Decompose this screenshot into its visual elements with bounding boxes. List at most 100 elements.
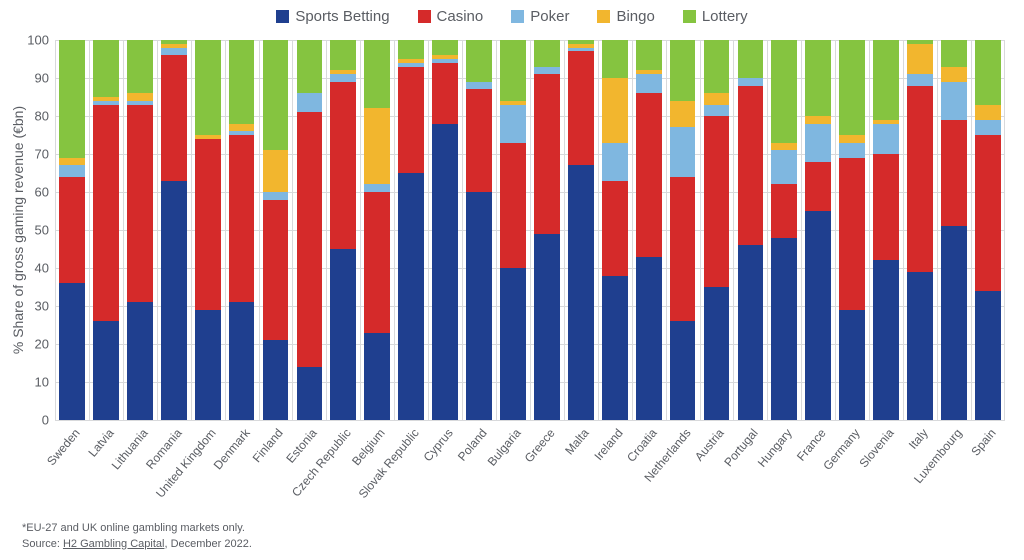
bar-segment-casino <box>704 116 730 287</box>
bar-segment-bingo <box>263 150 289 192</box>
bar-segment-sports <box>534 234 560 420</box>
y-tick-label: 50 <box>17 223 49 238</box>
bar-segment-sports <box>432 124 458 420</box>
bar-segment-sports <box>263 340 289 420</box>
bar-stack <box>500 40 526 420</box>
x-axis-labels: SwedenLatviaLithuaniaRomaniaUnited Kingd… <box>55 422 1005 532</box>
x-tick-label: Lithuania <box>123 422 157 532</box>
bar-segment-sports <box>602 276 628 420</box>
bar-column <box>360 40 394 420</box>
bar-segment-casino <box>839 158 865 310</box>
legend-swatch <box>597 10 610 23</box>
bar-segment-casino <box>738 86 764 246</box>
x-tick-label: Portugal <box>733 422 767 532</box>
bar-segment-poker <box>941 82 967 120</box>
bar-segment-sports <box>398 173 424 420</box>
bar-segment-poker <box>263 192 289 200</box>
x-tick-label: Netherlands <box>666 422 700 532</box>
bar-stack <box>873 40 899 420</box>
y-tick-label: 60 <box>17 185 49 200</box>
bar-segment-sports <box>330 249 356 420</box>
bar-segment-poker <box>466 82 492 90</box>
bar-segment-sports <box>195 310 221 420</box>
bar-column <box>700 40 734 420</box>
bar-segment-lottery <box>297 40 323 93</box>
bar-column <box>530 40 564 420</box>
y-tick-label: 40 <box>17 261 49 276</box>
bar-segment-sports <box>127 302 153 420</box>
y-tick-label: 70 <box>17 147 49 162</box>
x-tick-label: Sweden <box>55 422 89 532</box>
x-tick-label: Bulgaria <box>496 422 530 532</box>
bar-stack <box>161 40 187 420</box>
x-tick-label: Greece <box>530 422 564 532</box>
footer-source: Source: H2 Gambling Capital, December 20… <box>22 537 252 552</box>
bar-segment-lottery <box>839 40 865 135</box>
bar-segment-bingo <box>602 78 628 143</box>
bar-segment-casino <box>670 177 696 321</box>
bar-column <box>55 40 89 420</box>
bar-segment-casino <box>568 51 594 165</box>
bar-segment-lottery <box>364 40 390 108</box>
bar-segment-casino <box>330 82 356 249</box>
bar-segment-poker <box>670 127 696 176</box>
bar-stack <box>195 40 221 420</box>
legend-label: Poker <box>530 8 569 25</box>
bar-stack <box>771 40 797 420</box>
bar-segment-sports <box>93 321 119 420</box>
bar-segment-lottery <box>93 40 119 97</box>
bar-column <box>733 40 767 420</box>
bar-stack <box>805 40 831 420</box>
bar-segment-lottery <box>500 40 526 101</box>
bar-segment-sports <box>636 257 662 420</box>
bar-stack <box>534 40 560 420</box>
bar-stack <box>941 40 967 420</box>
bar-stack <box>263 40 289 420</box>
bar-segment-sports <box>500 268 526 420</box>
bar-segment-poker <box>704 105 730 116</box>
y-tick-label: 90 <box>17 71 49 86</box>
bar-stack <box>704 40 730 420</box>
bar-segment-lottery <box>771 40 797 143</box>
bar-segment-lottery <box>738 40 764 78</box>
bar-segment-casino <box>500 143 526 268</box>
bar-segment-casino <box>907 86 933 272</box>
bar-segment-bingo <box>771 143 797 151</box>
x-tick-label: Austria <box>700 422 734 532</box>
bar-segment-lottery <box>805 40 831 116</box>
bar-column <box>326 40 360 420</box>
footer-note: *EU-27 and UK online gambling markets on… <box>22 521 252 536</box>
bar-segment-bingo <box>907 44 933 74</box>
x-tick-label: Luxembourg <box>937 422 971 532</box>
legend-label: Casino <box>437 8 484 25</box>
bar-column <box>937 40 971 420</box>
bar-segment-sports <box>704 287 730 420</box>
bar-column <box>428 40 462 420</box>
bar-stack <box>636 40 662 420</box>
bar-segment-poker <box>873 124 899 154</box>
bar-segment-bingo <box>229 124 255 132</box>
bar-segment-casino <box>195 139 221 310</box>
legend-item: Casino <box>418 8 484 25</box>
y-tick-label: 80 <box>17 109 49 124</box>
bar-column <box>869 40 903 420</box>
bar-stack <box>330 40 356 420</box>
bar-column <box>225 40 259 420</box>
bar-segment-casino <box>127 105 153 303</box>
bar-segment-casino <box>975 135 1001 291</box>
bar-stack <box>364 40 390 420</box>
bar-segment-bingo <box>975 105 1001 120</box>
bar-stack <box>398 40 424 420</box>
bar-column <box>292 40 326 420</box>
x-tick-label: Finland <box>259 422 293 532</box>
bar-segment-lottery <box>975 40 1001 105</box>
footer-source-name: H2 Gambling Capital <box>63 538 165 550</box>
bar-segment-casino <box>636 93 662 256</box>
bar-column <box>835 40 869 420</box>
bar-segment-casino <box>297 112 323 367</box>
bar-stack <box>907 40 933 420</box>
bar-segment-poker <box>975 120 1001 135</box>
bar-stack <box>839 40 865 420</box>
bar-stack <box>127 40 153 420</box>
bar-segment-sports <box>975 291 1001 420</box>
